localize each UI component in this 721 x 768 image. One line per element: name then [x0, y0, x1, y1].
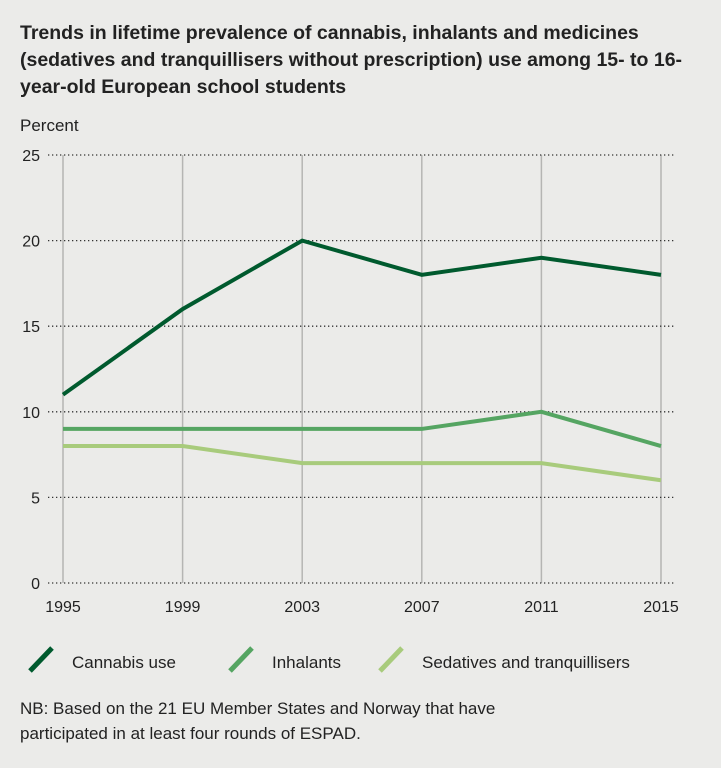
chart-title: Trends in lifetime prevalence of cannabi… — [20, 22, 683, 98]
x-tick-label: 2015 — [643, 599, 679, 616]
series-line-inhalants — [63, 409, 662, 448]
series-line-sedatives-and-tranquillisers — [63, 444, 662, 483]
legend-swatch — [28, 646, 54, 673]
legend-label: Cannabis use — [72, 653, 176, 672]
legend-label: Inhalants — [272, 653, 341, 672]
x-tick-label: 2003 — [284, 599, 320, 616]
y-tick-label: 5 — [31, 490, 40, 507]
y-axis-label: Percent — [20, 116, 79, 135]
y-tick-label: 0 — [31, 576, 40, 593]
legend-swatch — [378, 646, 404, 673]
x-tick-label: 1999 — [165, 599, 201, 616]
footnote: NB: Based on the 21 EU Member States and… — [20, 699, 496, 743]
series-line-cannabis-use — [61, 238, 662, 397]
y-tick-label: 25 — [22, 148, 40, 165]
x-tick-label: 1995 — [45, 599, 81, 616]
legend-label: Sedatives and tranquillisers — [422, 653, 630, 672]
y-tick-label: 15 — [22, 319, 40, 336]
x-tick-label: 2007 — [404, 599, 440, 616]
x-tick-label: 2011 — [524, 599, 559, 616]
y-tick-label: 10 — [22, 405, 40, 422]
legend-swatch — [228, 646, 254, 673]
y-tick-label: 20 — [22, 234, 40, 251]
